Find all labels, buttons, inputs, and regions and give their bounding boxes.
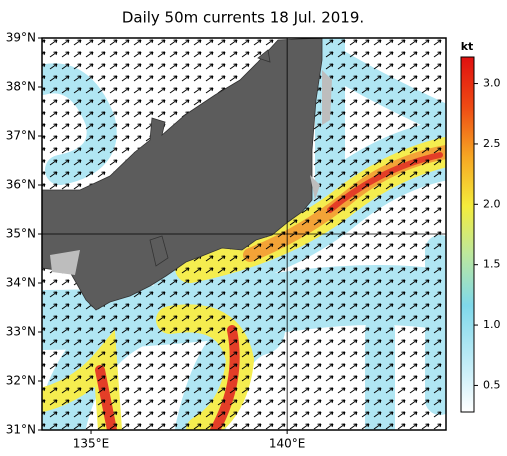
colorbar-label: 1.0 bbox=[483, 318, 501, 331]
colorbar-label: 1.5 bbox=[483, 258, 501, 271]
lat-label: 32°N bbox=[6, 374, 36, 388]
lat-label: 33°N bbox=[6, 325, 36, 339]
lat-label: 31°N bbox=[6, 423, 36, 437]
lat-label: 34°N bbox=[6, 276, 36, 290]
lon-label: 135°E bbox=[73, 437, 110, 451]
colorbar-unit: kt bbox=[461, 40, 474, 53]
lon-label: 140°E bbox=[269, 437, 306, 451]
lat-label: 35°N bbox=[6, 227, 36, 241]
lat-label: 39°N bbox=[6, 31, 36, 45]
colorbar-label: 2.0 bbox=[483, 197, 501, 210]
lat-label: 37°N bbox=[6, 129, 36, 143]
lat-label: 38°N bbox=[6, 80, 36, 94]
colorbar bbox=[460, 56, 475, 413]
map-area bbox=[42, 38, 446, 430]
colorbar-label: 0.5 bbox=[483, 378, 501, 391]
colorbar-label: 2.5 bbox=[483, 137, 501, 150]
map-title: Daily 50m currents 18 Jul. 2019. bbox=[122, 9, 364, 27]
lat-label: 36°N bbox=[6, 178, 36, 192]
colorbar-label: 3.0 bbox=[483, 77, 501, 90]
